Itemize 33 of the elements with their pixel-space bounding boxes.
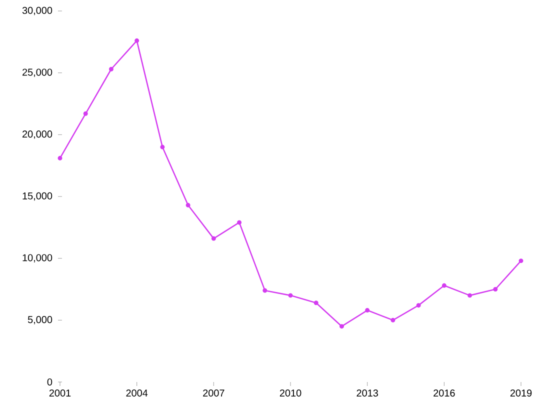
point — [83, 111, 88, 116]
point — [160, 144, 165, 150]
point — [58, 156, 62, 160]
y-tick-label: 15,000 — [22, 192, 52, 201]
x-tick-label: 2013 — [356, 390, 378, 397]
point — [237, 220, 242, 225]
point — [416, 303, 421, 308]
x-tick-label: 2019 — [510, 390, 532, 397]
x-tick-label: 2016 — [434, 390, 455, 397]
y-tick-label: 0 — [47, 378, 52, 386]
point — [365, 308, 370, 313]
point — [108, 66, 114, 72]
point — [493, 287, 498, 292]
point — [211, 236, 216, 241]
x-tick-label: 2001 — [49, 390, 71, 397]
x-tick-label: 2007 — [203, 390, 224, 397]
x-tick-label: 2004 — [126, 390, 148, 397]
x-tick-label: 2010 — [280, 390, 302, 397]
point — [339, 324, 344, 329]
y-tick-label: 25,000 — [22, 68, 52, 77]
point — [186, 202, 190, 208]
y-tick-label: 20,000 — [22, 130, 52, 139]
y-tick-label: 10,000 — [22, 254, 52, 262]
y-tick-label: 30,000 — [22, 6, 52, 16]
point — [262, 288, 268, 293]
point — [442, 283, 446, 288]
point — [314, 300, 318, 306]
point — [288, 293, 293, 298]
point — [134, 38, 140, 43]
y-tick-label: 5,000 — [28, 316, 52, 324]
point — [518, 258, 524, 264]
point — [468, 293, 472, 298]
point — [390, 318, 396, 322]
